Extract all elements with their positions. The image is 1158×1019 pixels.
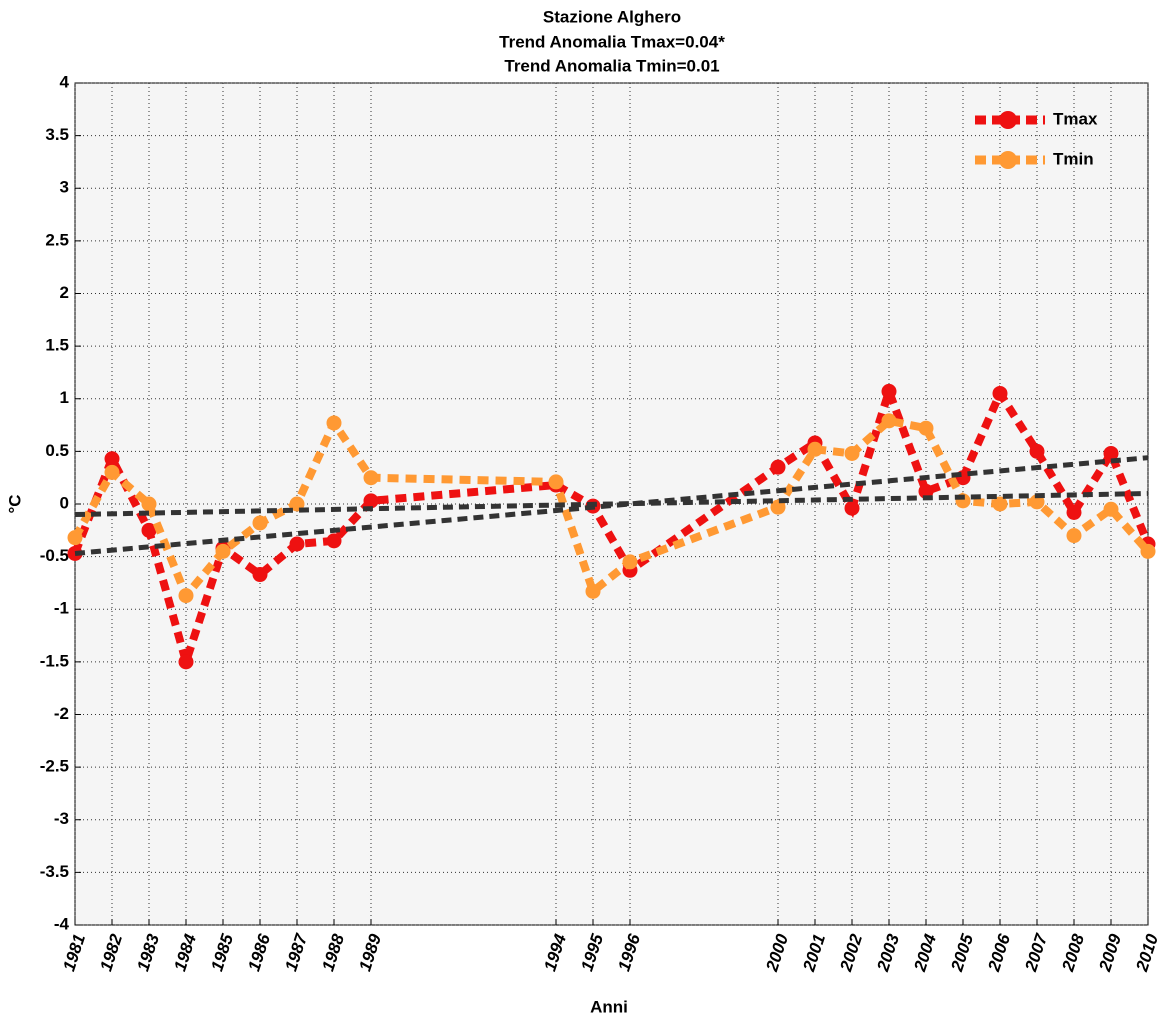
point [104, 451, 120, 467]
point [178, 654, 194, 670]
point [918, 483, 934, 499]
y-tick-label: -2 [54, 704, 69, 723]
x-tick-label: 2006 [984, 931, 1014, 974]
y-tick-label: -1 [54, 599, 69, 618]
x-tick-label: 2009 [1095, 931, 1125, 974]
y-tick-label: -1.5 [40, 651, 69, 670]
legend-marker [999, 111, 1017, 129]
point [992, 496, 1008, 512]
y-tick-label: 1.5 [45, 336, 69, 355]
legend-marker [999, 151, 1017, 169]
chart-title: Trend Anomalia Tmax=0.04* [499, 32, 725, 51]
point [918, 420, 934, 436]
y-tick-label: -3.5 [40, 862, 69, 881]
point [1029, 494, 1045, 510]
point [881, 383, 897, 399]
y-tick-label: 0 [60, 493, 69, 512]
x-tick-label: 1981 [59, 932, 89, 974]
point [1140, 543, 1156, 559]
point [770, 499, 786, 515]
point [252, 515, 268, 531]
point [363, 470, 379, 486]
point [622, 554, 638, 570]
y-tick-label: 1 [60, 388, 69, 407]
x-tick-label: 1986 [244, 931, 274, 973]
point [1066, 504, 1082, 520]
point [141, 522, 157, 538]
x-tick-label: 2002 [836, 931, 866, 974]
x-tick-label: 2005 [947, 931, 977, 974]
point [326, 415, 342, 431]
y-tick-label: 3.5 [45, 125, 69, 144]
x-tick-label: 2008 [1058, 931, 1088, 974]
point [844, 445, 860, 461]
x-tick-label: 1984 [170, 931, 200, 973]
y-tick-label: 4 [60, 72, 70, 91]
trend-line [74, 455, 1149, 556]
point [252, 567, 268, 583]
point [881, 413, 897, 429]
y-tick-label: -2.5 [40, 757, 69, 776]
point [1066, 528, 1082, 544]
x-tick-label: 1995 [577, 931, 607, 973]
x-tick-label: 2000 [762, 931, 792, 974]
y-tick-label: 2.5 [45, 230, 69, 249]
y-axis-label: °C [5, 494, 24, 513]
point [992, 385, 1008, 401]
x-tick-label: 2003 [873, 931, 903, 974]
point [67, 530, 83, 546]
trend-line [74, 490, 1149, 518]
point [1103, 445, 1119, 461]
point [289, 536, 305, 552]
chart-title: Stazione Alghero [543, 7, 681, 26]
y-tick-label: -3 [54, 809, 69, 828]
point [1029, 443, 1045, 459]
y-tick-label: -0.5 [40, 546, 69, 565]
point [770, 459, 786, 475]
y-tick-label: -4 [54, 914, 70, 933]
x-tick-label: 1996 [614, 931, 644, 973]
point [215, 543, 231, 559]
x-tick-label: 2010 [1132, 931, 1158, 974]
point [548, 474, 564, 490]
y-tick-label: 3 [60, 178, 69, 197]
x-tick-label: 1994 [540, 931, 570, 973]
point [326, 533, 342, 549]
x-tick-label: 2007 [1021, 930, 1052, 974]
point [104, 464, 120, 480]
legend-label: Tmax [1053, 109, 1098, 128]
point [1103, 501, 1119, 517]
y-tick-label: 0.5 [45, 441, 69, 460]
point [178, 588, 194, 604]
point [585, 583, 601, 599]
x-tick-label: 2004 [910, 931, 940, 974]
x-tick-label: 1989 [355, 931, 385, 973]
x-tick-label: 1987 [281, 930, 311, 973]
point [141, 496, 157, 512]
point [807, 441, 823, 457]
x-tick-label: 1988 [318, 931, 348, 973]
y-tick-label: 2 [60, 283, 69, 302]
x-tick-label: 1985 [207, 931, 237, 973]
x-axis-label: Anni [590, 997, 628, 1016]
x-tick-label: 1982 [96, 931, 126, 973]
x-tick-label: 1983 [133, 931, 163, 973]
x-tick-label: 2001 [799, 932, 829, 975]
point [844, 500, 860, 516]
point [363, 493, 379, 509]
legend-label: Tmin [1053, 149, 1094, 168]
chart-title: Trend Anomalia Tmin=0.01 [504, 56, 719, 75]
